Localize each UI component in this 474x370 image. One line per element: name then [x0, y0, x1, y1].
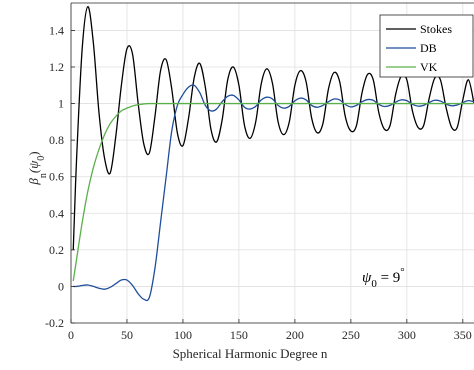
- y-axis-label-arg-sub: 0: [36, 156, 47, 161]
- series-line-stokes: [72, 6, 474, 250]
- y-axis-label-close: ): [26, 151, 41, 155]
- y-tick-label: 0.8: [49, 133, 64, 147]
- annotation-sub: 0: [371, 278, 377, 290]
- x-tick-label: 200: [286, 328, 304, 342]
- series-line-vk: [72, 102, 474, 282]
- legend: Stokes DB VK: [379, 14, 474, 78]
- x-tick-label: 100: [174, 328, 192, 342]
- y-tick-label: 0.6: [49, 170, 64, 184]
- y-tick-label: 0: [58, 279, 64, 293]
- x-tick-label: 0: [68, 328, 74, 342]
- y-tick-label: 1: [58, 97, 64, 111]
- y-tick-label: 0.2: [49, 243, 64, 257]
- x-tick-label: 150: [230, 328, 248, 342]
- legend-label-db: DB: [420, 41, 437, 55]
- y-axis-label-arg: (ψ: [26, 160, 41, 173]
- y-axis-label: βn(ψ0): [26, 151, 49, 185]
- legend-label-vk: VK: [420, 60, 438, 74]
- annotation-sup: °: [400, 266, 404, 278]
- x-ticks: 0 50 100 150 200 250 300 350: [68, 319, 472, 342]
- y-tick-label: -0.2: [45, 316, 64, 330]
- x-tick-label: 50: [121, 328, 133, 342]
- psi-annotation: ψ0 = 9°: [362, 266, 405, 290]
- y-ticks: -0.2 0 0.2 0.4 0.6 0.8 1 1.2 1.4: [45, 23, 75, 330]
- x-tick-label: 250: [342, 328, 360, 342]
- annotation-text: = 9: [377, 270, 400, 286]
- legend-label-stokes: Stokes: [420, 22, 452, 36]
- svg-text:βn(ψ0): βn(ψ0): [26, 151, 49, 185]
- y-tick-label: 1.2: [49, 60, 64, 74]
- series-line-db: [73, 84, 474, 302]
- x-tick-label: 350: [454, 328, 472, 342]
- y-axis-label-main: β: [26, 178, 41, 186]
- x-axis-label: Spherical Harmonic Degree n: [173, 346, 328, 361]
- annotation-symbol: ψ: [362, 270, 372, 286]
- y-tick-label: 1.4: [49, 23, 64, 37]
- y-tick-label: 0.4: [49, 206, 64, 220]
- x-tick-label: 300: [398, 328, 416, 342]
- y-axis-label-sub: n: [38, 173, 49, 178]
- series-layer: [72, 6, 474, 302]
